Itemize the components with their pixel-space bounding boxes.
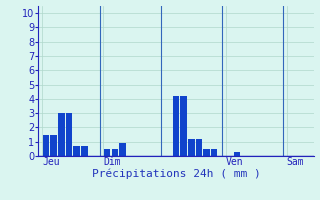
Bar <box>81 146 87 156</box>
Bar <box>188 139 195 156</box>
X-axis label: Précipitations 24h ( mm ): Précipitations 24h ( mm ) <box>92 169 260 179</box>
Bar <box>66 113 72 156</box>
Bar <box>119 143 126 156</box>
Bar <box>43 135 49 156</box>
Bar <box>51 135 57 156</box>
Bar <box>104 149 110 156</box>
Bar <box>196 139 202 156</box>
Bar <box>211 149 218 156</box>
Bar <box>112 149 118 156</box>
Bar <box>234 152 240 156</box>
Bar <box>73 146 80 156</box>
Bar <box>173 96 179 156</box>
Bar <box>203 149 210 156</box>
Bar <box>180 96 187 156</box>
Bar <box>58 113 65 156</box>
